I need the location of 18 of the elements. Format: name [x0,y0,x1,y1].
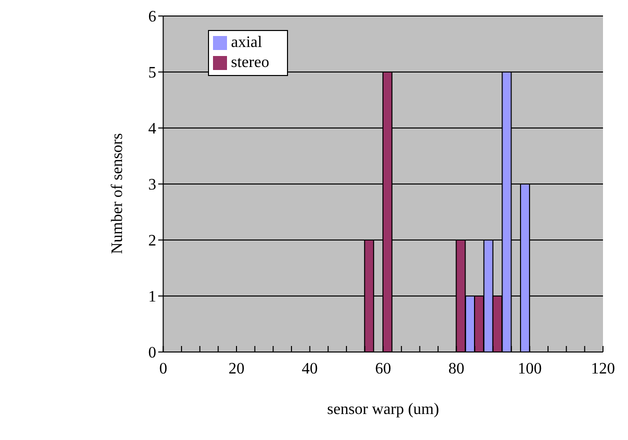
y-axis-title: Number of sensors [108,133,126,254]
y-tick-label: 0 [148,344,156,362]
x-tick-label: 0 [159,360,168,378]
y-tick-label: 3 [148,176,156,194]
x-tick-label: 80 [448,360,464,378]
y-tick-label: 5 [148,64,156,82]
x-tick-label: 60 [375,360,392,378]
legend-label: axial [231,34,262,51]
y-tick-label: 4 [148,120,156,138]
x-tick-label: 100 [518,360,542,378]
legend-label: stereo [231,54,270,71]
x-tick-label: 20 [228,360,245,378]
x-axis-title: sensor warp (um) [327,401,440,418]
x-tick-label: 120 [591,360,615,378]
y-tick-label: 2 [148,232,156,250]
y-tick-label: 1 [148,288,156,306]
x-tick-label: 40 [302,360,318,378]
y-tick-label: 6 [148,8,156,26]
